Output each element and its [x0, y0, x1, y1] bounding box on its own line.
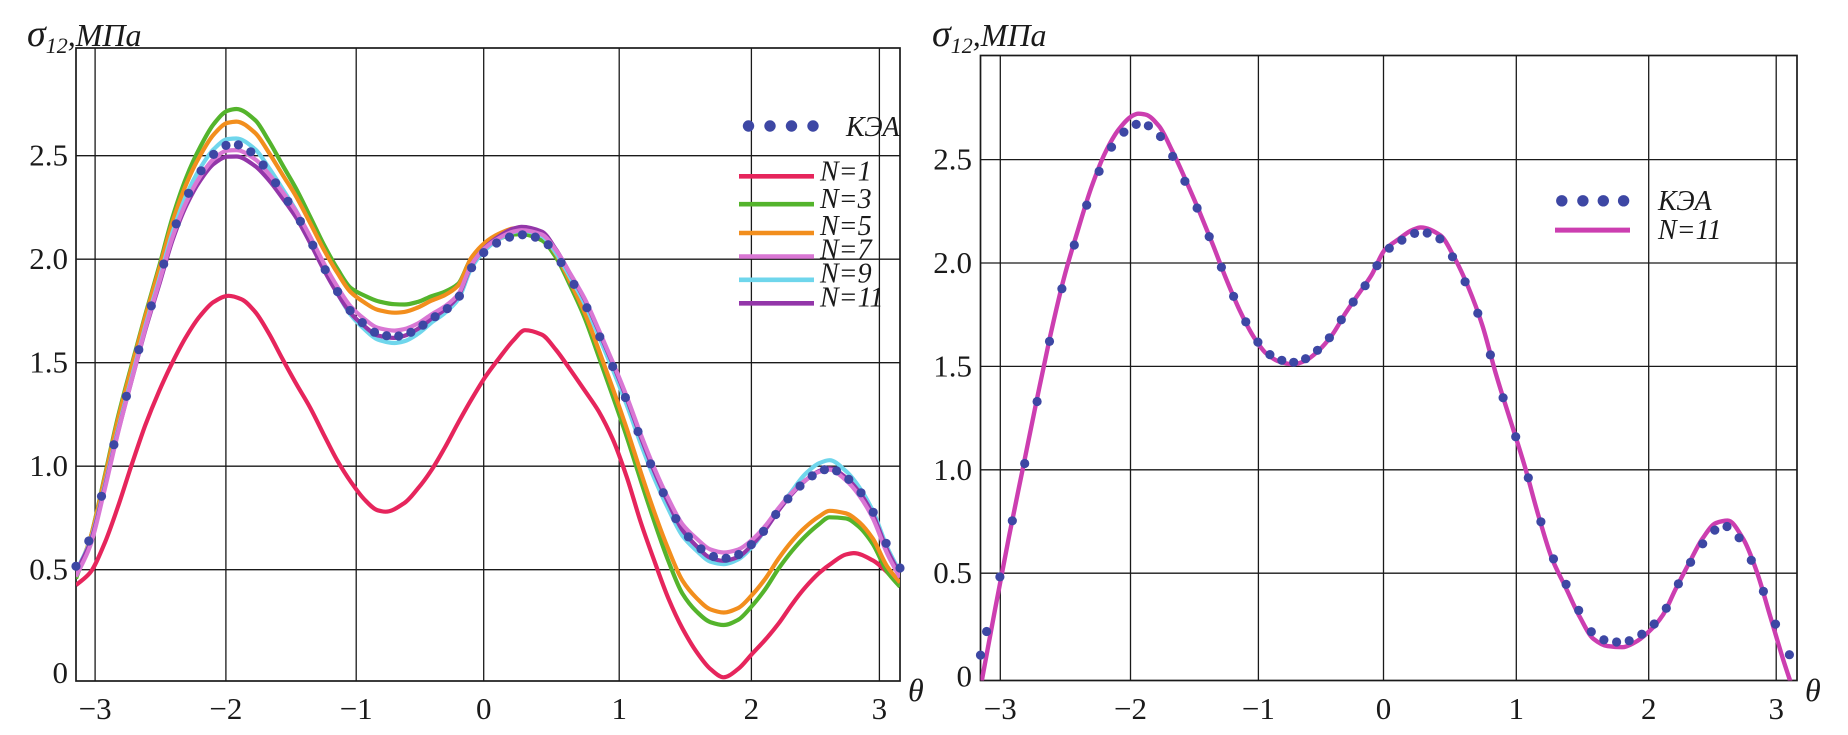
svg-text:σ12,МПа: σ12,МПа [932, 13, 1047, 58]
svg-text:1.5: 1.5 [933, 348, 972, 383]
svg-text:N=7: N=7 [819, 235, 873, 266]
svg-text:3: 3 [1768, 691, 1784, 726]
svg-text:θ: θ [1805, 672, 1821, 708]
svg-text:0: 0 [53, 655, 69, 690]
svg-text:0: 0 [1376, 691, 1392, 726]
svg-text:−2: −2 [209, 691, 242, 726]
svg-text:N=11: N=11 [1657, 215, 1722, 246]
svg-text:1: 1 [611, 691, 627, 726]
svg-text:σ12,МПа: σ12,МПа [27, 13, 142, 58]
svg-text:КЭА: КЭА [845, 112, 901, 143]
svg-text:θ: θ [908, 672, 924, 708]
svg-text:−1: −1 [1242, 691, 1275, 726]
svg-text:2: 2 [1641, 691, 1657, 726]
svg-text:1.0: 1.0 [29, 448, 68, 483]
svg-text:N=11: N=11 [819, 283, 884, 314]
svg-text:2.5: 2.5 [29, 138, 68, 173]
svg-text:−1: −1 [340, 691, 373, 726]
svg-text:2.5: 2.5 [933, 142, 972, 177]
svg-text:N=3: N=3 [819, 184, 872, 215]
svg-text:КЭА: КЭА [1657, 186, 1713, 217]
svg-text:N=9: N=9 [819, 259, 872, 290]
svg-text:1.0: 1.0 [933, 452, 972, 487]
svg-text:0: 0 [476, 691, 492, 726]
svg-text:N=5: N=5 [819, 211, 872, 242]
svg-text:−2: −2 [1114, 691, 1147, 726]
svg-text:2: 2 [744, 691, 760, 726]
svg-text:1: 1 [1509, 691, 1525, 726]
svg-text:2.0: 2.0 [29, 241, 68, 276]
svg-text:0.5: 0.5 [933, 555, 972, 590]
svg-text:3: 3 [872, 691, 888, 726]
svg-text:N=1: N=1 [819, 157, 872, 188]
svg-text:1.5: 1.5 [29, 345, 68, 380]
svg-text:−3: −3 [79, 691, 112, 726]
svg-text:0.5: 0.5 [29, 552, 68, 587]
svg-text:0: 0 [957, 659, 973, 694]
svg-text:2.0: 2.0 [933, 245, 972, 280]
svg-text:−3: −3 [984, 691, 1017, 726]
